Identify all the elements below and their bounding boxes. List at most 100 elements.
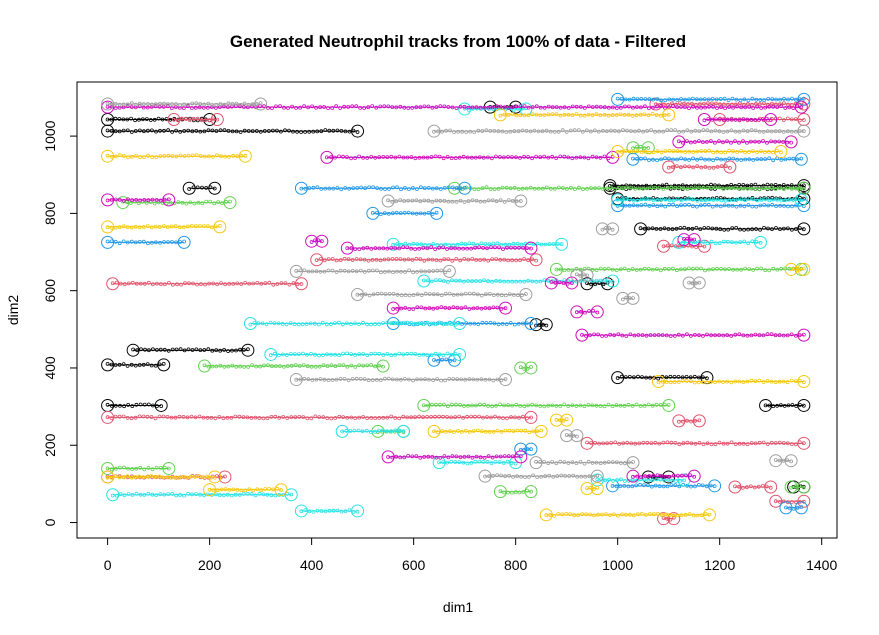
track-point [195, 185, 200, 190]
track-point [554, 461, 559, 466]
track-start-marker [697, 112, 711, 126]
track-point [655, 158, 659, 163]
track-point [382, 257, 387, 262]
track-point [150, 492, 155, 497]
track-point [454, 402, 458, 407]
track-point [629, 129, 633, 134]
track-point [342, 256, 347, 261]
track-point [506, 454, 511, 459]
track-point [775, 105, 780, 109]
x-tick-label: 200 [198, 557, 222, 573]
track-point [450, 105, 455, 110]
track-point [676, 473, 680, 478]
track-point [113, 197, 118, 202]
track-point [763, 105, 768, 110]
track-point [693, 484, 697, 489]
track-point [313, 352, 317, 357]
track-point [492, 321, 497, 326]
track-point [717, 440, 722, 445]
track-point [130, 280, 135, 285]
track-point [756, 484, 761, 489]
track-series [106, 102, 808, 518]
track-point [536, 129, 541, 134]
track-point [614, 106, 619, 110]
track-point [697, 139, 701, 144]
track-point [355, 130, 360, 134]
track-point [602, 404, 607, 409]
track-point [697, 185, 702, 190]
track-point [671, 473, 676, 478]
track-point [461, 246, 466, 251]
track-point [773, 333, 778, 338]
track-point [739, 149, 743, 153]
track-point [733, 185, 738, 190]
track-point [598, 105, 603, 109]
track-point [493, 154, 498, 159]
track-point [165, 104, 170, 109]
track-point [215, 488, 220, 493]
track-point [566, 155, 571, 160]
track-point [215, 117, 220, 122]
track-point [176, 200, 181, 205]
track-point [451, 430, 456, 434]
track-point [366, 268, 371, 273]
track-point [751, 267, 755, 272]
track-point [620, 333, 625, 338]
track-point [460, 129, 465, 134]
track-point [378, 378, 383, 383]
track-point [631, 474, 635, 479]
track-point [496, 186, 501, 191]
track-point [371, 292, 376, 297]
track-point [469, 460, 474, 465]
track-point [535, 475, 540, 480]
track-point [454, 199, 459, 204]
track-point [785, 333, 790, 338]
track-point [323, 128, 328, 133]
track-point [602, 278, 607, 282]
track-point [679, 149, 684, 154]
track-point [262, 104, 266, 109]
track-point [474, 257, 479, 262]
track-point [314, 269, 319, 274]
track-point [510, 279, 515, 284]
track-point [702, 97, 707, 101]
track-point [639, 105, 643, 110]
track-point [725, 333, 730, 338]
track-point [397, 321, 402, 326]
track-point [705, 441, 710, 446]
track-point [415, 305, 420, 310]
track-point [627, 104, 631, 109]
track-point [695, 204, 699, 209]
track-point [182, 129, 187, 133]
track-point [683, 157, 687, 162]
track-point [355, 292, 360, 297]
y-tick-label: 1000 [42, 120, 58, 151]
track-point [678, 101, 682, 105]
track-point [660, 333, 665, 338]
track-point [148, 118, 153, 122]
track-point [470, 455, 475, 460]
track-point [129, 225, 134, 230]
track-end-marker [794, 501, 808, 515]
track-point [425, 320, 430, 325]
track-point [149, 415, 154, 419]
track [243, 317, 467, 331]
track-point [426, 210, 431, 215]
track-point [761, 333, 766, 338]
track-point [647, 203, 652, 208]
track-point [728, 165, 732, 170]
track-point [777, 333, 782, 338]
track-point [508, 129, 513, 134]
track-point [330, 378, 335, 382]
track-point [193, 415, 198, 420]
track-point [453, 156, 458, 161]
track-point [711, 150, 716, 155]
track-point [515, 474, 519, 479]
track-point [182, 154, 187, 158]
track [305, 234, 329, 248]
track-point [737, 118, 742, 123]
track-end-marker [208, 181, 222, 195]
track-point [789, 117, 794, 122]
track-end-marker [529, 253, 543, 267]
track-point [391, 307, 396, 311]
